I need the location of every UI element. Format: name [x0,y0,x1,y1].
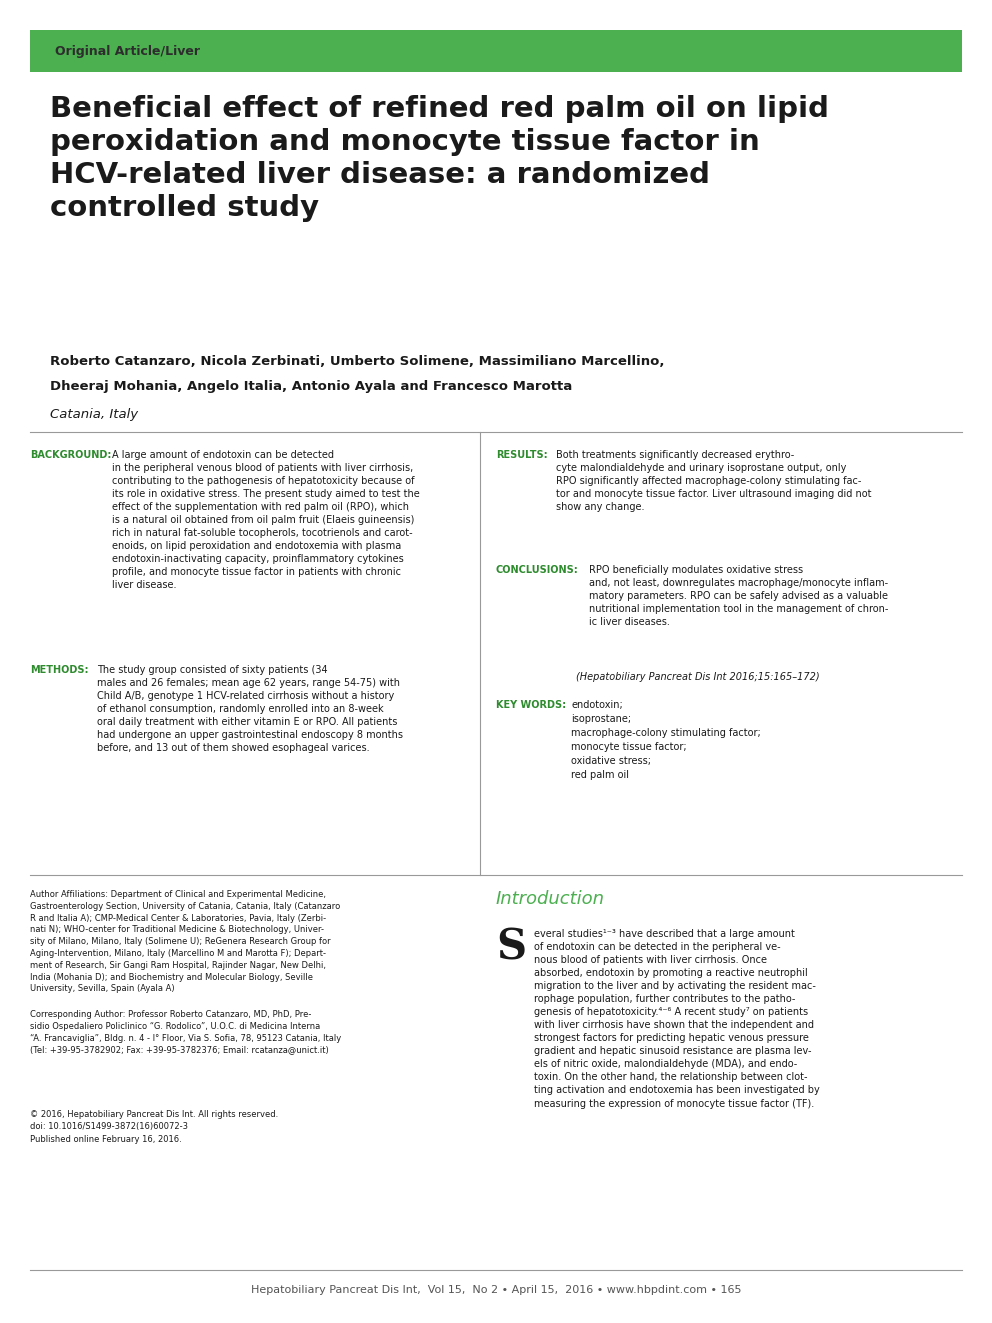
Bar [30,30,962,71]
Text: RESULTS:: RESULTS: [496,450,548,460]
Text: Catania, Italy: Catania, Italy [50,407,138,421]
Text: Beneficial effect of refined red palm oil on lipid
peroxidation and monocyte tis: Beneficial effect of refined red palm oi… [50,95,829,221]
Text: CONCLUSIONS:: CONCLUSIONS: [496,565,578,576]
Text: (Hepatobiliary Pancreat Dis Int 2016;15:165–172): (Hepatobiliary Pancreat Dis Int 2016;15:… [576,672,819,681]
Text: everal studies¹⁻³ have described that a large amount
of endotoxin can be detecte: everal studies¹⁻³ have described that a … [534,929,819,1109]
Text: endotoxin;
isoprostane;
macrophage-colony stimulating factor;
monocyte tissue fa: endotoxin; isoprostane; macrophage-colon… [571,700,761,781]
Text: Corresponding Author: Professor Roberto Catanzaro, MD, PhD, Pre-
sidio Ospedalie: Corresponding Author: Professor Roberto … [30,1009,341,1054]
Text: Roberto Catanzaro, Nicola Zerbinati, Umberto Solimene, Massimiliano Marcellino,: Roberto Catanzaro, Nicola Zerbinati, Umb… [50,355,665,368]
Text: S: S [496,926,526,968]
Text: Original Article/Liver: Original Article/Liver [55,45,200,57]
Text: Both treatments significantly decreased erythro-
cyte malondialdehyde and urinar: Both treatments significantly decreased … [556,450,872,512]
Text: BACKGROUND:: BACKGROUND: [30,450,111,460]
Text: A large amount of endotoxin can be detected
in the peripheral venous blood of pa: A large amount of endotoxin can be detec… [112,450,420,590]
Text: The study group consisted of sixty patients (34
males and 26 females; mean age 6: The study group consisted of sixty patie… [97,665,403,753]
Text: Hepatobiliary Pancreat Dis Int,  Vol 15,  No 2 • April 15,  2016 • www.hbpdint.c: Hepatobiliary Pancreat Dis Int, Vol 15, … [251,1285,741,1295]
Text: METHODS:: METHODS: [30,665,88,675]
Text: Author Affiliations: Department of Clinical and Experimental Medicine,
Gastroent: Author Affiliations: Department of Clini… [30,890,340,994]
Text: RPO beneficially modulates oxidative stress
and, not least, downregulates macrop: RPO beneficially modulates oxidative str… [589,565,889,627]
Text: KEY WORDS:: KEY WORDS: [496,700,566,710]
Text: © 2016, Hepatobiliary Pancreat Dis Int. All rights reserved.
doi: 10.1016/S1499-: © 2016, Hepatobiliary Pancreat Dis Int. … [30,1110,278,1144]
Text: Dheeraj Mohania, Angelo Italia, Antonio Ayala and Francesco Marotta: Dheeraj Mohania, Angelo Italia, Antonio … [50,380,572,393]
Text: Introduction: Introduction [496,890,605,908]
